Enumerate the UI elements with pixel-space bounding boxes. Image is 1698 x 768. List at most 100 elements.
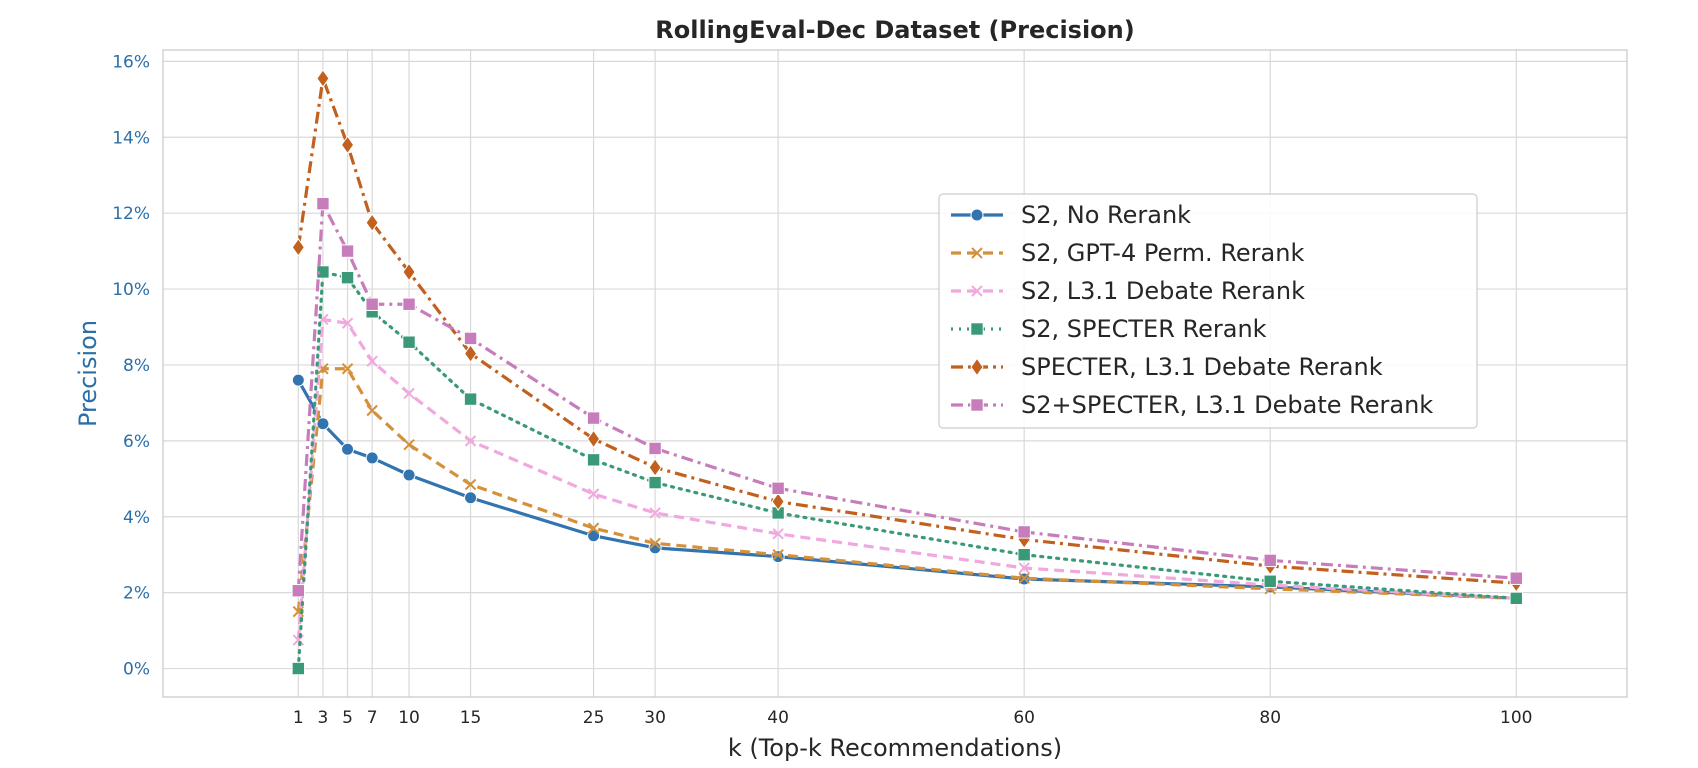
series-3 (291, 265, 1523, 676)
data-point (402, 297, 416, 311)
data-point (772, 528, 784, 540)
legend-marker (970, 208, 984, 222)
y-tick-label: 8% (123, 356, 150, 376)
data-point (587, 488, 600, 500)
x-tick-label: 1 (293, 708, 304, 728)
x-tick-label: 80 (1259, 708, 1281, 728)
data-point (586, 429, 601, 449)
series-line (296, 76, 1517, 585)
series-line (296, 202, 1517, 591)
data-point (587, 529, 601, 543)
data-point (1263, 574, 1277, 588)
legend-label: S2, L3.1 Debate Rerank (1021, 277, 1305, 305)
data-point (464, 491, 478, 505)
data-point (340, 244, 355, 258)
x-tick-label: 3 (318, 708, 329, 728)
data-point (365, 297, 379, 311)
legend-label: SPECTER, L3.1 Debate Rerank (1021, 353, 1383, 381)
data-point (1017, 525, 1031, 539)
legend-label: S2, SPECTER Rerank (1021, 315, 1267, 343)
legend-marker (970, 398, 984, 412)
legend-marker (970, 322, 984, 336)
data-point (1509, 571, 1523, 585)
data-point (771, 492, 785, 511)
y-tick-label: 14% (112, 128, 150, 148)
legend-label: S2, No Rerank (1021, 201, 1191, 229)
x-tick-label: 30 (644, 708, 666, 728)
legend-label: S2, GPT-4 Perm. Rerank (1021, 239, 1304, 267)
legend-item: S2, No Rerank (951, 201, 1191, 229)
x-tick-label: 15 (460, 708, 482, 728)
data-point (365, 451, 379, 465)
legend: S2, No Rerank S2, GPT-4 Perm. Rerank S2, L… (938, 193, 1478, 429)
series-line (296, 367, 1517, 612)
series-group (291, 69, 1523, 676)
data-point (291, 584, 306, 598)
data-point (402, 335, 416, 349)
y-tick-label: 0% (123, 660, 150, 680)
data-point (1263, 553, 1277, 568)
data-point (366, 355, 378, 367)
legend-item: S2, SPECTER Rerank (951, 315, 1267, 343)
legend-marker (971, 247, 983, 259)
data-point (464, 435, 477, 447)
series-1 (292, 363, 1522, 618)
data-point (316, 417, 330, 431)
y-axis-label: Precision (74, 320, 102, 427)
data-point (1018, 562, 1030, 574)
data-point (648, 541, 662, 555)
data-point (341, 363, 354, 375)
series-line (296, 317, 1517, 641)
data-point (291, 661, 306, 676)
plot-area-frame (162, 49, 1628, 698)
data-point (587, 522, 600, 534)
legend-marker (971, 285, 983, 297)
data-point (341, 317, 354, 329)
data-point (316, 265, 330, 279)
x-axis-label: k (Top-k Recommendations) (728, 734, 1062, 762)
data-point (1017, 547, 1031, 562)
data-point (1509, 591, 1523, 606)
data-point (340, 270, 355, 285)
data-point (771, 550, 785, 564)
data-point (463, 392, 478, 406)
data-point (366, 404, 378, 417)
data-point (365, 213, 379, 233)
data-point (648, 475, 662, 490)
y-tick-label: 12% (112, 204, 150, 224)
data-point (403, 438, 415, 451)
series-5 (291, 196, 1523, 598)
y-tick-label: 2% (123, 584, 150, 604)
y-tick-label: 16% (112, 52, 150, 72)
data-point (341, 442, 355, 456)
legend-item: S2, L3.1 Debate Rerank (951, 277, 1305, 305)
data-point (463, 331, 478, 346)
x-tick-label: 10 (398, 708, 420, 728)
legend-item: SPECTER, L3.1 Debate Rerank (951, 353, 1383, 381)
data-point (316, 69, 330, 88)
data-point (316, 196, 330, 211)
x-tick-label: 5 (342, 708, 353, 728)
legend-item: S2+SPECTER, L3.1 Debate Rerank (951, 391, 1433, 419)
data-point (649, 507, 661, 519)
legend-box (938, 193, 1478, 429)
data-point (291, 373, 305, 387)
x-tick-label: 40 (767, 708, 789, 728)
data-point (402, 262, 416, 282)
legend-item: S2, GPT-4 Perm. Rerank (951, 239, 1304, 267)
data-point (340, 135, 355, 155)
data-point (771, 481, 785, 495)
data-point (402, 468, 416, 482)
legend-label: S2+SPECTER, L3.1 Debate Rerank (1021, 391, 1433, 419)
x-tick-label: 7 (367, 708, 378, 728)
data-point (586, 453, 601, 467)
x-tick-label: 100 (1500, 708, 1532, 728)
data-point (403, 387, 415, 400)
data-point (772, 548, 784, 561)
y-tick-label: 4% (123, 508, 150, 528)
data-point (648, 441, 662, 456)
data-point (649, 537, 661, 550)
chart-title: RollingEval-Dec Dataset (Precision) (655, 16, 1134, 44)
data-point (1018, 572, 1030, 584)
